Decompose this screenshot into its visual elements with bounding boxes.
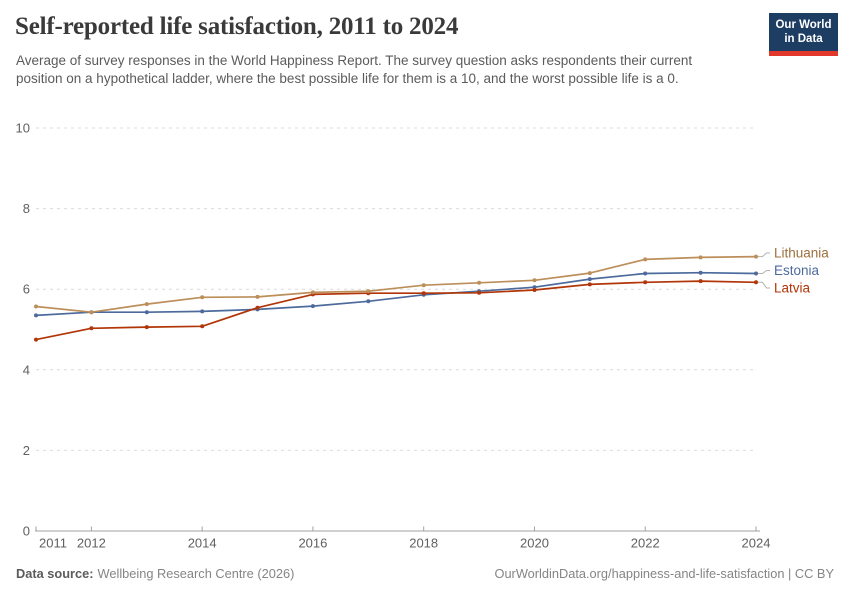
series-point-latvia-2015[interactable] — [255, 305, 260, 310]
series-point-lithuania-2024[interactable] — [754, 254, 758, 259]
series-point-lithuania-2013[interactable] — [144, 302, 149, 307]
series-point-latvia-2014[interactable] — [200, 324, 205, 329]
series-point-lithuania-2017[interactable] — [366, 289, 371, 294]
x-axis-tick-label-2022: 2022 — [631, 536, 660, 551]
series-point-estonia-2024[interactable] — [754, 271, 758, 276]
series-point-lithuania-2012[interactable] — [89, 310, 94, 315]
series-point-lithuania-2015[interactable] — [255, 294, 260, 299]
y-axis-tick-label-8: 8 — [23, 201, 30, 216]
series-point-latvia-2021[interactable] — [587, 282, 592, 287]
y-axis-tick-label-6: 6 — [23, 282, 30, 297]
chart-title: Self-reported life satisfaction, 2011 to… — [15, 13, 459, 40]
series-point-lithuania-2023[interactable] — [698, 255, 703, 260]
series-point-lithuania-2019[interactable] — [477, 280, 482, 285]
series-point-latvia-2011[interactable] — [34, 337, 38, 342]
footer: Data source: Wellbeing Research Centre (2… — [16, 566, 834, 581]
series-point-estonia-2011[interactable] — [34, 313, 38, 318]
series-point-latvia-2019[interactable] — [477, 290, 482, 295]
series-point-latvia-2018[interactable] — [421, 291, 426, 296]
legend-label-latvia[interactable]: Latvia — [774, 281, 811, 296]
series-line-estonia[interactable] — [35, 271, 757, 317]
y-axis-tick-label-10: 10 — [16, 121, 30, 136]
y-axis-tick-label-2: 2 — [23, 443, 30, 458]
data-source-label: Data source: — [16, 566, 94, 581]
series-point-lithuania-2018[interactable] — [421, 283, 426, 288]
series-point-lithuania-2022[interactable] — [643, 257, 648, 262]
x-axis-tick-label-2011: 2011 — [39, 536, 67, 551]
legend-label-lithuania[interactable]: Lithuania — [774, 246, 829, 261]
y-axis-tick-label-0: 0 — [23, 524, 30, 539]
legend-connector-lithuania — [758, 252, 770, 258]
series-point-estonia-2022[interactable] — [643, 271, 648, 276]
legend-connector-estonia — [758, 270, 770, 274]
owid-logo: Our World in Data — [769, 13, 838, 56]
series-point-estonia-2013[interactable] — [144, 310, 149, 315]
x-axis-tick-label-2014: 2014 — [188, 536, 217, 551]
series-point-latvia-2013[interactable] — [144, 325, 149, 330]
x-axis-tick-label-2016: 2016 — [298, 536, 327, 551]
x-axis-tick-label-2012: 2012 — [77, 536, 106, 551]
series-point-estonia-2017[interactable] — [366, 299, 371, 304]
series-point-lithuania-2020[interactable] — [532, 278, 537, 283]
series-point-latvia-2012[interactable] — [89, 326, 94, 331]
x-axis-tick-label-2024: 2024 — [742, 536, 771, 551]
series-point-latvia-2024[interactable] — [754, 280, 758, 285]
owid-logo-line1: Our World — [775, 19, 832, 31]
data-source-note: Data source: Wellbeing Research Centre (2… — [16, 566, 294, 581]
series-point-estonia-2021[interactable] — [587, 277, 592, 282]
chart-subtitle: Average of survey responses in the World… — [16, 53, 693, 86]
owid-logo-line2: in Data — [784, 32, 823, 45]
series-point-estonia-2014[interactable] — [200, 309, 205, 314]
series-point-lithuania-2016[interactable] — [310, 290, 315, 295]
series-point-lithuania-2011[interactable] — [34, 304, 38, 309]
x-axis-tick-label-2020: 2020 — [520, 536, 549, 551]
x-axis-tick-label-2018: 2018 — [409, 536, 438, 551]
series-point-latvia-2020[interactable] — [532, 288, 537, 292]
data-source-value: Wellbeing Research Centre (2026) — [97, 566, 295, 581]
series-point-latvia-2022[interactable] — [643, 280, 648, 285]
series-point-lithuania-2021[interactable] — [587, 271, 592, 276]
series-point-estonia-2016[interactable] — [310, 304, 315, 309]
series-point-lithuania-2014[interactable] — [200, 295, 205, 300]
series-line-latvia[interactable] — [35, 280, 757, 341]
series-point-estonia-2020[interactable] — [532, 285, 537, 290]
legend-label-estonia[interactable]: Estonia — [774, 263, 820, 278]
series-point-estonia-2023[interactable] — [698, 270, 703, 275]
series-point-latvia-2023[interactable] — [698, 279, 703, 284]
legend-connector-latvia — [758, 281, 770, 289]
series-line-lithuania[interactable] — [35, 255, 757, 314]
owid-url-license: OurWorldinData.org/happiness-and-life-sa… — [494, 566, 834, 581]
y-axis-tick-label-4: 4 — [23, 362, 30, 377]
